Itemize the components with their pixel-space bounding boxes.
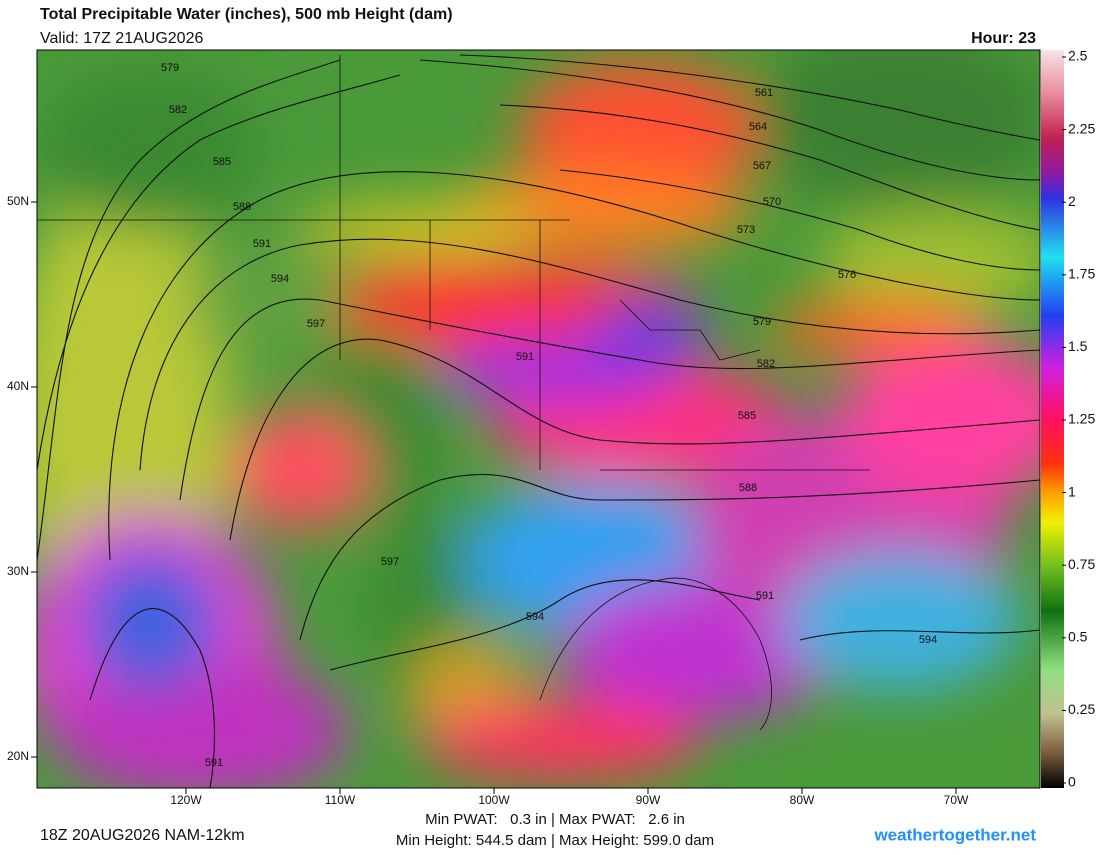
lon-label: 100W: [478, 793, 510, 807]
contour-label: 591: [756, 590, 774, 602]
lat-label: 50N: [7, 194, 29, 208]
colorbar-label: 1.5: [1068, 338, 1088, 354]
height-stats: Min Height: 544.5 dam | Max Height: 599.…: [396, 832, 714, 849]
contour-label: 579: [753, 316, 771, 328]
contour-label: 585: [213, 156, 231, 168]
map-frame: [36, 49, 1041, 789]
lat-label: 20N: [7, 749, 29, 763]
contour-label: 585: [738, 410, 756, 422]
colorbar-label: 2: [1068, 193, 1076, 209]
forecast-hour: Hour: 23: [971, 30, 1036, 47]
contour-label: 576: [838, 269, 856, 281]
lon-label: 80W: [790, 793, 815, 807]
colorbar-label: 2.5: [1068, 48, 1088, 64]
valid-time: Valid: 17Z 21AUG2026: [40, 30, 203, 47]
lon-label: 110W: [325, 793, 356, 807]
contour-label: 561: [755, 87, 773, 99]
contour-label: 597: [307, 318, 325, 330]
contour-label: 591: [516, 351, 534, 363]
lat-label: 30N: [7, 564, 29, 578]
contour-label: 579: [161, 62, 179, 74]
lon-label: 120W: [170, 793, 202, 807]
lon-label: 90W: [636, 793, 661, 807]
colorbar-label: 0: [1068, 774, 1076, 790]
contour-label: 594: [271, 273, 289, 285]
colorbar-label: 1: [1068, 483, 1076, 499]
map-field: [37, 50, 1040, 788]
lon-label: 70W: [944, 793, 969, 807]
contour-label: 582: [757, 358, 775, 370]
pwat-stats: Min PWAT: 0.3 in | Max PWAT: 2.6 in: [425, 811, 685, 828]
contour-label: 564: [749, 121, 767, 133]
contour-label: 594: [526, 611, 544, 623]
colorbar-label: 2.25: [1068, 120, 1095, 136]
colorbar: [1041, 50, 1064, 788]
colorbar-label: 1.25: [1068, 411, 1095, 427]
colorbar-label: 0.5: [1068, 629, 1088, 645]
contour-label: 570: [763, 196, 781, 208]
contour-label: 573: [737, 224, 755, 236]
contour-label: 597: [381, 556, 399, 568]
contour-label: 582: [169, 104, 187, 116]
contour-label: 567: [753, 160, 771, 172]
contour-label: 594: [919, 634, 937, 646]
colorbar-label: 0.25: [1068, 701, 1095, 717]
contour-label: 591: [205, 757, 223, 769]
colorbar-label: 0.75: [1068, 556, 1095, 572]
colorbar-label: 1.75: [1068, 266, 1095, 282]
contour-label: 588: [233, 201, 251, 213]
contour-label: 588: [739, 482, 757, 494]
lat-label: 40N: [7, 379, 29, 393]
contour-label: 591: [253, 238, 271, 250]
model-run: 18Z 20AUG2026 NAM-12km: [40, 827, 245, 844]
site-link: weathertogether.net: [873, 825, 1036, 844]
title: Total Precipitable Water (inches), 500 m…: [40, 6, 453, 23]
